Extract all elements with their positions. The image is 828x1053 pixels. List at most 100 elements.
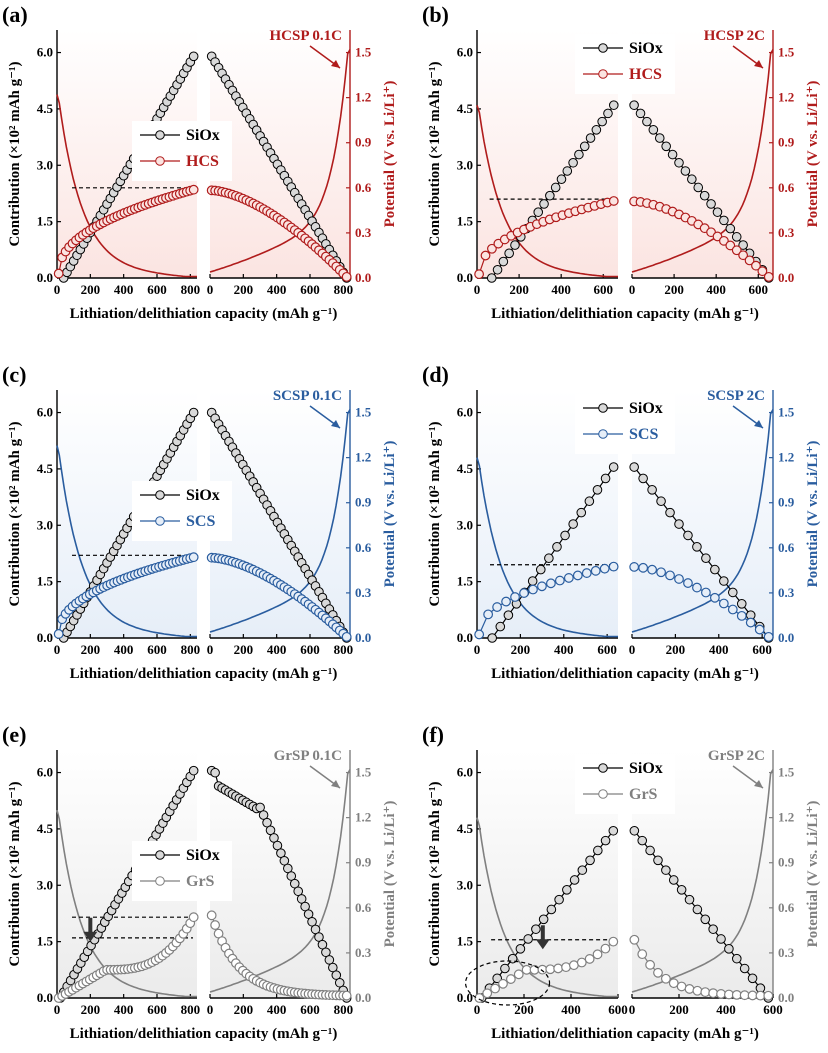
- carbon-point: [763, 271, 774, 282]
- xtick-label-left: 0: [54, 642, 61, 657]
- siox-point: [700, 914, 711, 925]
- xtick-label-left: 200: [81, 282, 101, 297]
- legend-marker-carbon: [598, 429, 608, 439]
- siox-point: [556, 174, 567, 185]
- siox-point: [577, 865, 588, 875]
- ytick-label-right: 0.6: [355, 180, 372, 195]
- carbon-point: [727, 604, 738, 615]
- xtick-label-left: 400: [554, 642, 574, 657]
- y-axis-title-left: Contribution (×10² mAh g⁻¹): [7, 61, 23, 246]
- xtick-label-left: 600: [147, 1002, 167, 1017]
- x-axis-title: Lithiation/delithiation capacity (mAh g⁻…: [70, 1026, 338, 1042]
- ytick-label-left: 4.5: [37, 821, 54, 836]
- siox-point: [545, 190, 555, 201]
- panel-annotation: HCSP 2C: [704, 28, 765, 44]
- xtick-label-right: 0: [629, 1002, 636, 1017]
- siox-point: [585, 855, 595, 866]
- carbon-point: [545, 578, 556, 589]
- legend-label-carbon: GrS: [629, 786, 658, 803]
- siox-point: [188, 407, 199, 418]
- siox-point: [687, 174, 697, 185]
- siox-point: [676, 885, 687, 895]
- y-axis-title-left: Contribution (×10² mAh g⁻¹): [7, 421, 23, 606]
- legend-marker-siox: [155, 490, 165, 500]
- arrow-head: [83, 931, 98, 942]
- siox-point: [724, 944, 734, 954]
- ytick-label-right: 0.6: [355, 540, 372, 555]
- xtick-label-right: 0: [207, 1002, 214, 1017]
- xtick-label-left: 600: [597, 642, 617, 657]
- xtick-label-left: 200: [81, 1002, 101, 1017]
- siox-point: [535, 564, 546, 575]
- ytick-label-left: 3.0: [37, 877, 53, 892]
- carbon-point: [501, 596, 511, 607]
- ytick-label-right: 1.2: [778, 450, 794, 465]
- ytick-label-left: 1.5: [37, 934, 54, 949]
- legend-marker-siox: [155, 850, 165, 860]
- potential-curve-lith: [476, 817, 618, 998]
- legend-marker-carbon: [598, 69, 608, 79]
- siox-point: [727, 587, 738, 598]
- legend-label-siox: SiOx: [629, 760, 663, 777]
- legend-box: [575, 394, 675, 454]
- potential-curve-lith: [476, 457, 618, 638]
- siox-point: [645, 845, 655, 856]
- carbon-point: [341, 631, 352, 642]
- siox-point: [648, 125, 659, 135]
- xtick-label-left: 200: [511, 642, 531, 657]
- x-axis-title: Lithiation/delithiation capacity (mAh g⁻…: [491, 306, 759, 322]
- legend-marker-carbon: [155, 516, 165, 526]
- carbon-point: [480, 250, 491, 261]
- carbon-point: [736, 610, 747, 621]
- ytick-label-left: 3.0: [457, 157, 473, 172]
- siox-point: [562, 166, 573, 176]
- ytick-label-right: 1.2: [355, 810, 371, 825]
- legend-marker-siox: [155, 130, 165, 140]
- carbon-point: [528, 584, 538, 595]
- ytick-label-right: 0.6: [778, 900, 795, 915]
- siox-point: [693, 182, 704, 193]
- ytick-label-right: 1.5: [355, 765, 372, 780]
- carbon-point: [676, 981, 687, 992]
- xtick-label-left: 200: [81, 642, 101, 657]
- siox-point: [680, 166, 691, 176]
- carbon-point: [592, 949, 603, 960]
- siox-point: [597, 116, 607, 127]
- xtick-label-right: 400: [716, 1002, 736, 1017]
- siox-point: [576, 507, 587, 518]
- siox-point: [600, 473, 611, 484]
- xtick-label-left: 800: [181, 1002, 201, 1017]
- siox-point: [731, 232, 742, 242]
- carbon-point: [505, 974, 516, 984]
- siox-point: [544, 553, 554, 564]
- legend-marker-siox: [598, 403, 608, 413]
- siox-point: [725, 223, 736, 234]
- ytick-label-right: 1.5: [355, 405, 372, 420]
- panel-1: 0.0 1.5 3.0 4.5 6.0 0.0 0.3 0.6 0.9 1.2 1.5 0 200 400…: [2, 2, 398, 322]
- carbon-point: [725, 240, 736, 251]
- carbon-point: [674, 574, 684, 584]
- xtick-label-left: 800: [181, 282, 201, 297]
- xtick-label-right: 400: [706, 282, 726, 297]
- siox-point: [661, 865, 671, 875]
- xtick-label-left: 400: [561, 1002, 581, 1017]
- carbon-point: [474, 993, 485, 1003]
- ytick-label-right: 0.6: [778, 180, 795, 195]
- carbon-point: [490, 983, 501, 994]
- carbon-point: [608, 196, 619, 206]
- ytick-label-right: 1.2: [355, 90, 371, 105]
- siox-point: [492, 264, 503, 275]
- siox-point: [608, 462, 619, 472]
- siox-point: [635, 108, 646, 119]
- siox-point: [629, 100, 639, 110]
- annotation-arrow-head: [754, 420, 763, 428]
- legend-box: [132, 121, 232, 181]
- ytick-label-left: 1.5: [37, 214, 54, 229]
- siox-point: [504, 248, 514, 259]
- xtick-label-right: 800: [334, 1002, 354, 1017]
- ytick-label-right: 0.0: [778, 990, 794, 1005]
- siox-line-lith: [491, 104, 615, 279]
- xtick-label-left: 600: [147, 282, 167, 297]
- ytick-label-left: 3.0: [37, 517, 53, 532]
- carbon-point: [763, 990, 774, 1001]
